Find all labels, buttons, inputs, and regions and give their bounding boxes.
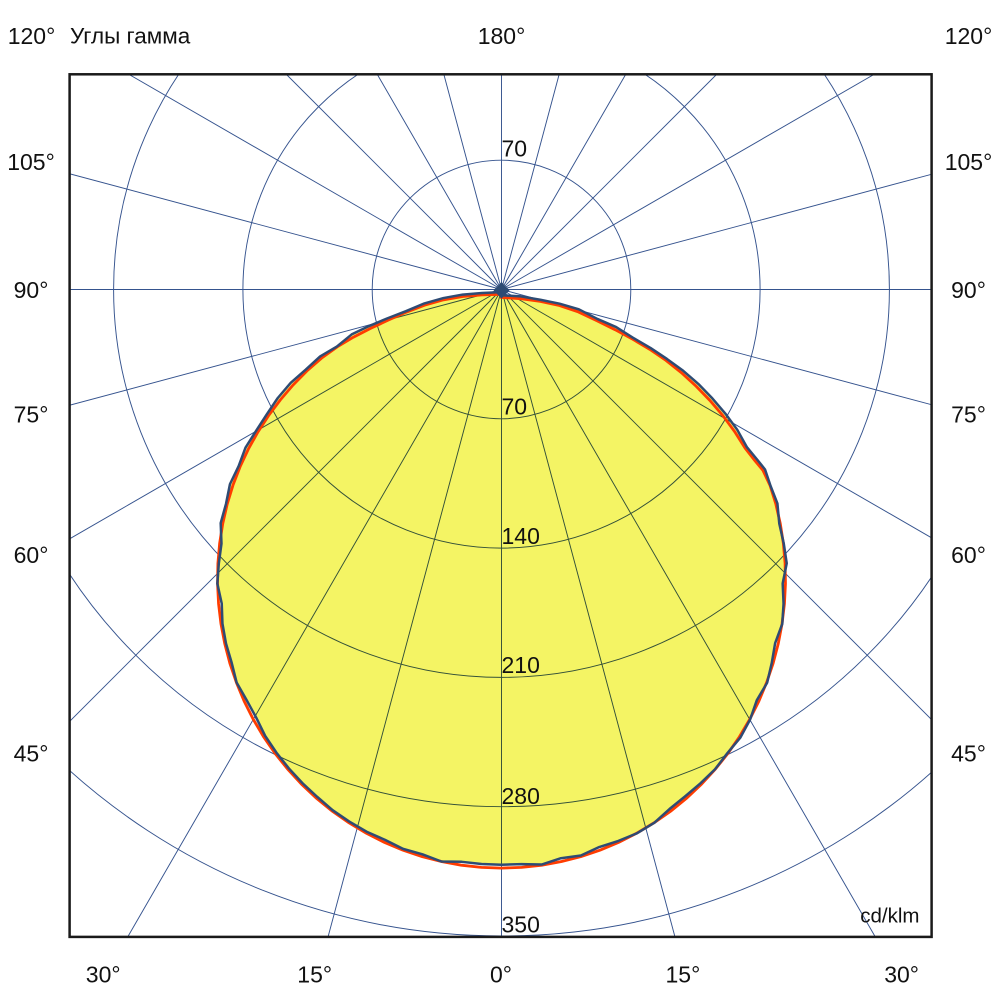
svg-text:45°: 45°	[14, 740, 49, 766]
svg-text:cd/klm: cd/klm	[860, 904, 919, 927]
svg-text:90°: 90°	[14, 277, 49, 303]
svg-text:90°: 90°	[951, 277, 986, 303]
svg-text:0°: 0°	[490, 961, 512, 987]
svg-text:45°: 45°	[951, 740, 986, 766]
svg-text:70: 70	[502, 393, 528, 419]
svg-text:60°: 60°	[14, 542, 49, 568]
svg-text:120°: 120°	[8, 23, 56, 49]
svg-text:350: 350	[502, 911, 540, 937]
svg-text:30°: 30°	[884, 961, 919, 987]
svg-text:120°: 120°	[945, 23, 993, 49]
svg-text:15°: 15°	[297, 961, 332, 987]
svg-text:105°: 105°	[945, 149, 993, 175]
svg-text:210: 210	[502, 652, 540, 678]
svg-text:60°: 60°	[951, 542, 986, 568]
svg-text:70: 70	[502, 136, 528, 162]
svg-text:75°: 75°	[14, 401, 49, 427]
svg-text:Углы гамма: Углы гамма	[70, 24, 191, 49]
svg-text:105°: 105°	[7, 149, 55, 175]
svg-text:75°: 75°	[951, 401, 986, 427]
svg-text:30°: 30°	[86, 961, 121, 987]
svg-text:280: 280	[502, 783, 540, 809]
svg-text:180°: 180°	[478, 23, 526, 49]
svg-text:15°: 15°	[666, 961, 701, 987]
svg-text:140: 140	[502, 523, 540, 549]
